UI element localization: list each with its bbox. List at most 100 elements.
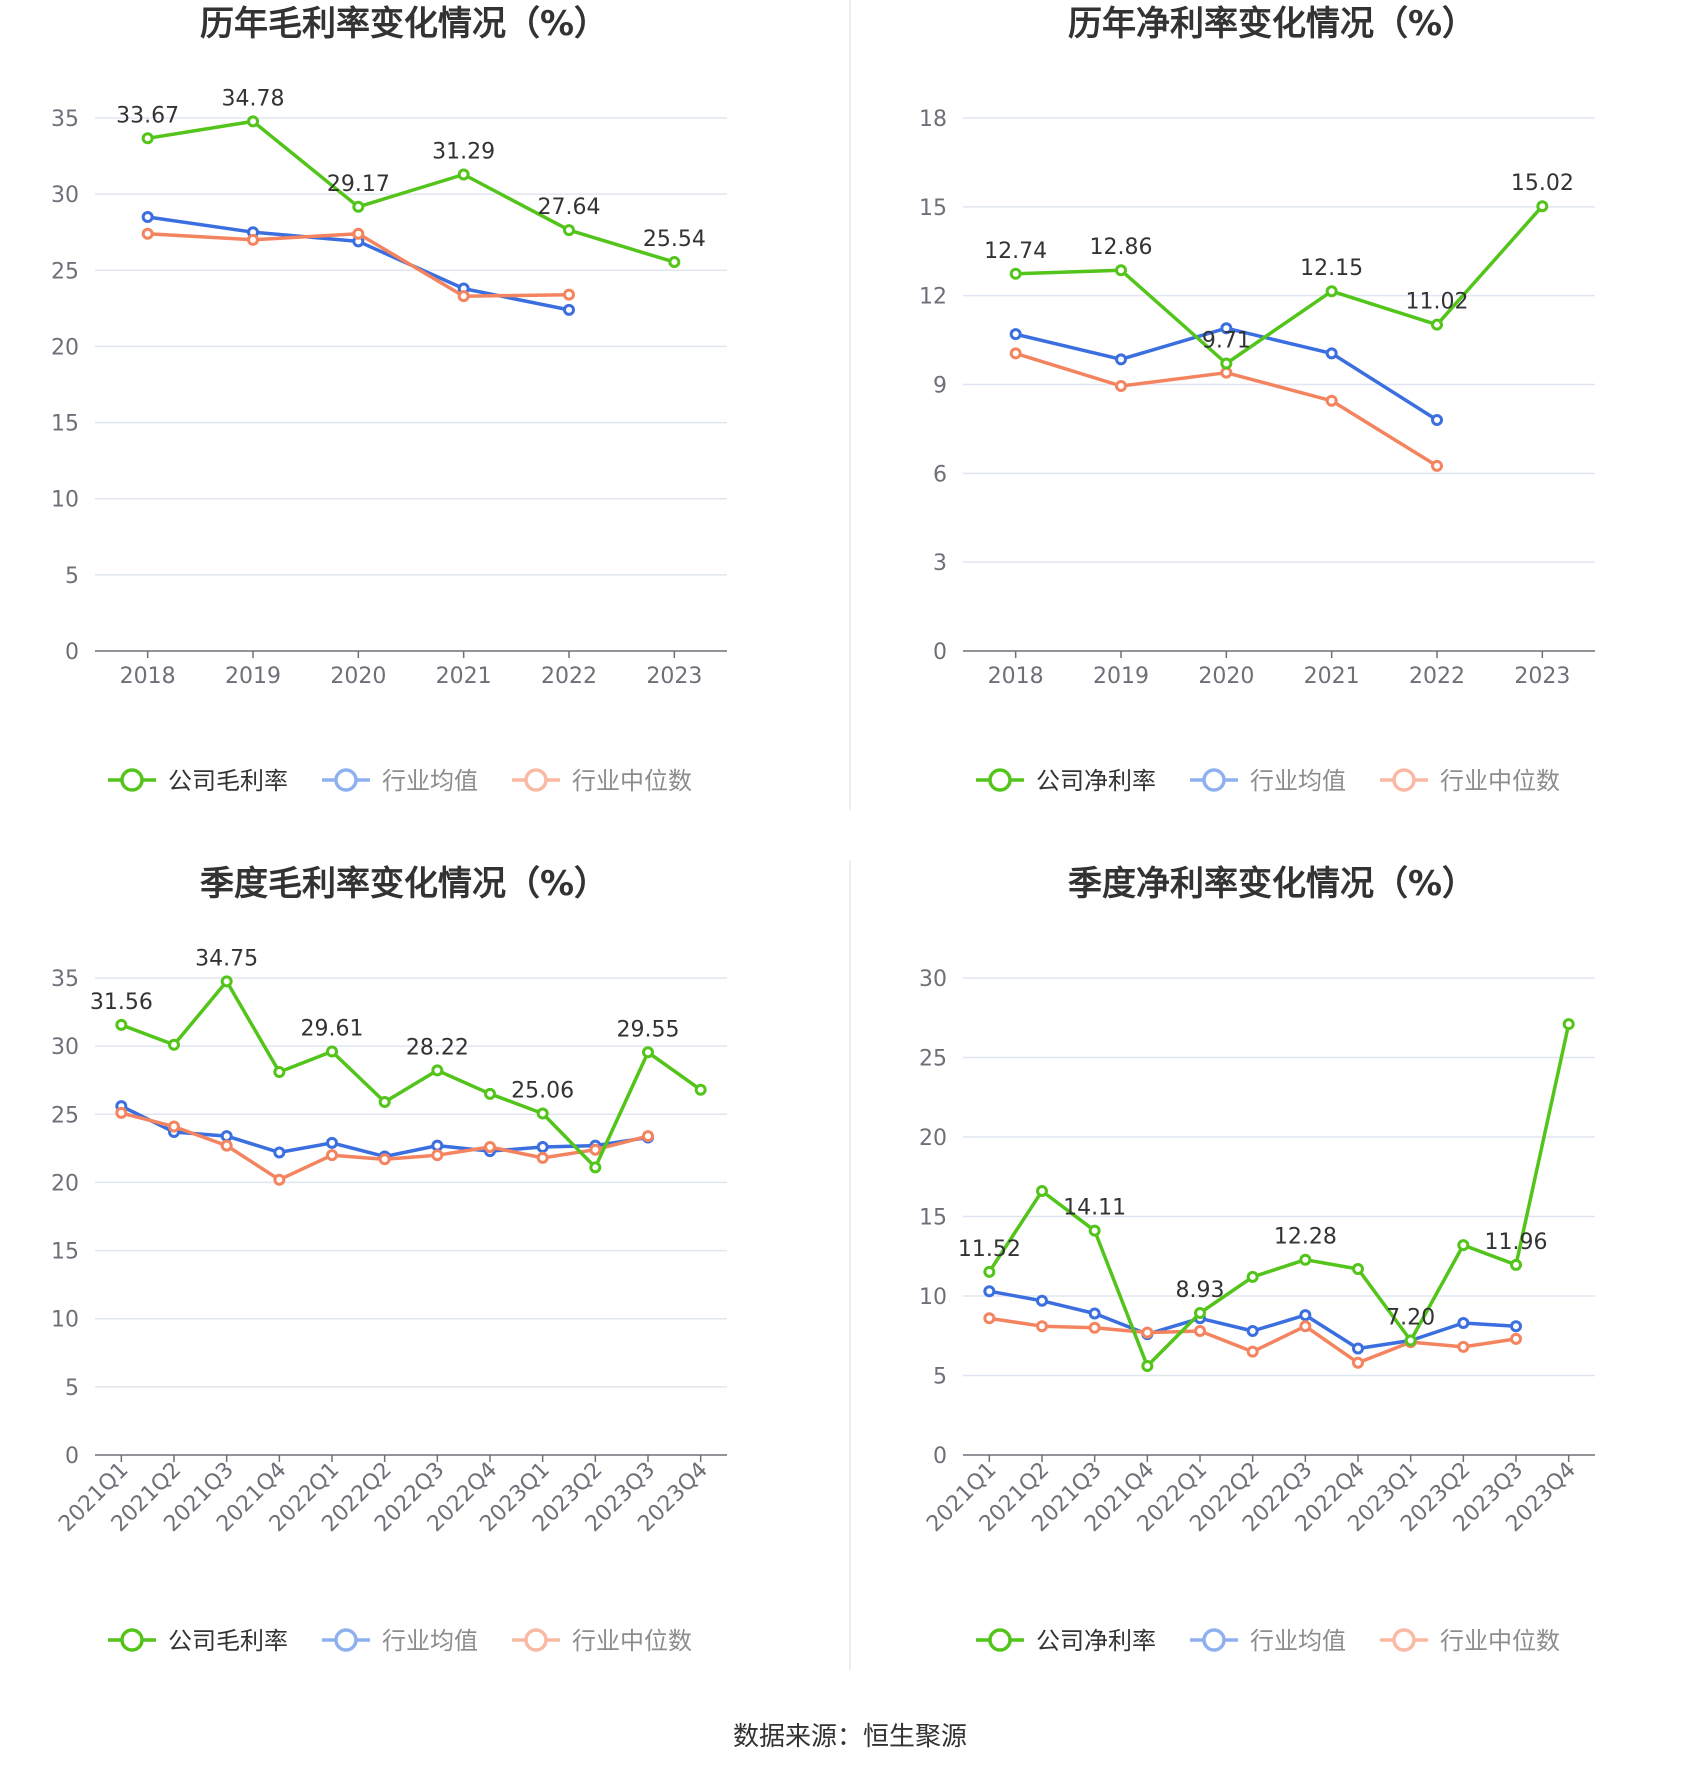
quarterly-net-point-company[interactable]	[1299, 1253, 1312, 1266]
quarterly-net-point-median[interactable]	[1352, 1356, 1364, 1369]
annual-gross-point-company[interactable]	[668, 256, 681, 269]
annual-net-point-company[interactable]	[1431, 318, 1443, 331]
quarterly-net-point-company[interactable]	[1141, 1359, 1154, 1372]
quarterly-net-point-company[interactable]	[983, 1265, 996, 1278]
quarterly-gross-point-company[interactable]	[378, 1096, 391, 1109]
annual-gross-point-median[interactable]	[352, 227, 365, 240]
quarterly-net-point-company[interactable]	[1457, 1239, 1470, 1252]
quarterly-gross-point-company[interactable]	[326, 1045, 338, 1058]
quarterly-gross-point-average[interactable]	[431, 1139, 444, 1152]
quarterly-net-point-median[interactable]	[1457, 1340, 1470, 1353]
quarterly-net-point-median[interactable]	[1036, 1320, 1048, 1333]
quarterly-gross-point-median[interactable]	[589, 1143, 602, 1156]
quarterly-gross-point-company[interactable]	[220, 975, 233, 988]
annual-gross-point-median[interactable]	[141, 227, 154, 240]
annual-net-point-average[interactable]	[1009, 328, 1022, 341]
quarterly-gross-point-median[interactable]	[168, 1120, 180, 1133]
annual-gross-legend-item-average[interactable]: 行业均值	[322, 767, 478, 795]
annual-net-point-average[interactable]	[1325, 347, 1338, 360]
annual-gross-point-average[interactable]	[141, 210, 154, 223]
annual-net-legend-item-median[interactable]: 行业中位数	[1380, 767, 1560, 795]
annual-gross-point-company[interactable]	[563, 224, 575, 237]
annual-gross-legend-item-company[interactable]: 公司毛利率	[108, 767, 288, 795]
quarterly-gross-point-company[interactable]	[589, 1161, 602, 1174]
quarterly-gross-point-company[interactable]	[694, 1083, 707, 1096]
quarterly-gross-point-average[interactable]	[536, 1140, 549, 1153]
annual-net-point-median[interactable]	[1325, 394, 1338, 407]
quarterly-net-point-company[interactable]	[1246, 1270, 1259, 1283]
quarterly-net-point-median[interactable]	[1088, 1321, 1101, 1334]
quarterly-gross-point-median[interactable]	[115, 1106, 128, 1119]
annual-net-legend-item-company[interactable]: 公司净利率	[976, 767, 1156, 795]
quarterly-net-point-median[interactable]	[1141, 1326, 1154, 1339]
quarterly-net-point-average[interactable]	[1246, 1324, 1259, 1337]
quarterly-net-point-company[interactable]	[1352, 1262, 1364, 1275]
quarterly-gross-point-median[interactable]	[220, 1139, 233, 1152]
annual-net-point-average[interactable]	[1431, 414, 1443, 427]
quarterly-gross-point-median[interactable]	[642, 1130, 654, 1143]
quarterly-gross-point-median[interactable]	[536, 1151, 549, 1164]
quarterly-net-point-median[interactable]	[983, 1312, 996, 1325]
quarterly-net-legend-item-average[interactable]: 行业均值	[1190, 1627, 1346, 1655]
quarterly-net-point-company[interactable]	[1510, 1258, 1522, 1271]
annual-net-point-median[interactable]	[1115, 379, 1127, 392]
annual-net-point-median[interactable]	[1220, 366, 1233, 379]
quarterly-gross-point-average[interactable]	[220, 1130, 233, 1143]
quarterly-gross-point-average[interactable]	[326, 1136, 338, 1149]
quarterly-net-point-company[interactable]	[1562, 1018, 1575, 1031]
quarterly-gross-point-company[interactable]	[536, 1107, 549, 1120]
quarterly-gross-point-median[interactable]	[378, 1153, 391, 1166]
annual-net-point-company[interactable]	[1220, 357, 1233, 370]
annual-net-point-company[interactable]	[1325, 285, 1338, 298]
quarterly-gross-point-company[interactable]	[168, 1038, 180, 1051]
annual-net-legend-item-average[interactable]: 行业均值	[1190, 767, 1346, 795]
annual-net-point-average[interactable]	[1115, 353, 1127, 366]
annual-net-point-average[interactable]	[1220, 322, 1233, 335]
annual-gross-point-median[interactable]	[563, 288, 575, 301]
quarterly-gross-point-company[interactable]	[642, 1046, 654, 1059]
quarterly-net-point-average[interactable]	[1036, 1294, 1048, 1307]
quarterly-net-legend-item-median[interactable]: 行业中位数	[1380, 1627, 1560, 1655]
quarterly-net-point-average[interactable]	[1352, 1342, 1364, 1355]
annual-gross-point-company[interactable]	[141, 132, 154, 145]
quarterly-gross-point-average[interactable]	[273, 1146, 286, 1159]
quarterly-gross-point-median[interactable]	[273, 1173, 286, 1186]
quarterly-net-point-average[interactable]	[1510, 1320, 1522, 1333]
annual-gross-legend-item-median[interactable]: 行业中位数	[512, 767, 692, 795]
quarterly-gross-point-company[interactable]	[273, 1066, 286, 1079]
quarterly-net-point-average[interactable]	[1299, 1309, 1312, 1322]
quarterly-gross-point-company[interactable]	[115, 1018, 128, 1031]
annual-gross-point-company[interactable]	[352, 200, 365, 213]
annual-net-point-median[interactable]	[1009, 347, 1022, 360]
annual-gross-point-company[interactable]	[457, 168, 470, 181]
quarterly-net-point-median[interactable]	[1299, 1320, 1312, 1333]
annual-net-point-median[interactable]	[1431, 459, 1443, 472]
quarterly-net-point-average[interactable]	[983, 1285, 996, 1298]
annual-net-data-label: 12.74	[984, 239, 1047, 264]
quarterly-gross-point-median[interactable]	[484, 1140, 496, 1153]
quarterly-net-legend-item-company[interactable]: 公司净利率	[976, 1627, 1156, 1655]
annual-net-point-company[interactable]	[1536, 200, 1549, 213]
quarterly-gross-point-company[interactable]	[484, 1087, 496, 1100]
quarterly-net-point-average[interactable]	[1088, 1307, 1101, 1320]
quarterly-net-point-median[interactable]	[1246, 1345, 1259, 1358]
quarterly-net-point-company[interactable]	[1194, 1307, 1206, 1320]
quarterly-net-point-average[interactable]	[1457, 1317, 1470, 1330]
quarterly-gross-legend-item-company[interactable]: 公司毛利率	[108, 1627, 288, 1655]
annual-gross-point-median[interactable]	[457, 290, 470, 303]
annual-net-point-company[interactable]	[1115, 264, 1127, 277]
quarterly-gross-point-median[interactable]	[431, 1149, 444, 1162]
annual-gross-point-median[interactable]	[247, 233, 259, 246]
quarterly-gross-point-median[interactable]	[326, 1149, 338, 1162]
quarterly-gross-legend-item-average[interactable]: 行业均值	[322, 1627, 478, 1655]
annual-gross-point-average[interactable]	[563, 303, 575, 316]
quarterly-net-point-company[interactable]	[1088, 1224, 1101, 1237]
quarterly-net-point-median[interactable]	[1194, 1324, 1206, 1337]
annual-gross-point-company[interactable]	[247, 115, 259, 128]
quarterly-net-point-company[interactable]	[1404, 1334, 1417, 1347]
quarterly-net-point-company[interactable]	[1036, 1185, 1048, 1198]
quarterly-gross-legend-item-median[interactable]: 行业中位数	[512, 1627, 692, 1655]
quarterly-net-point-median[interactable]	[1510, 1332, 1522, 1345]
annual-net-point-company[interactable]	[1009, 267, 1022, 280]
quarterly-gross-point-company[interactable]	[431, 1064, 444, 1077]
